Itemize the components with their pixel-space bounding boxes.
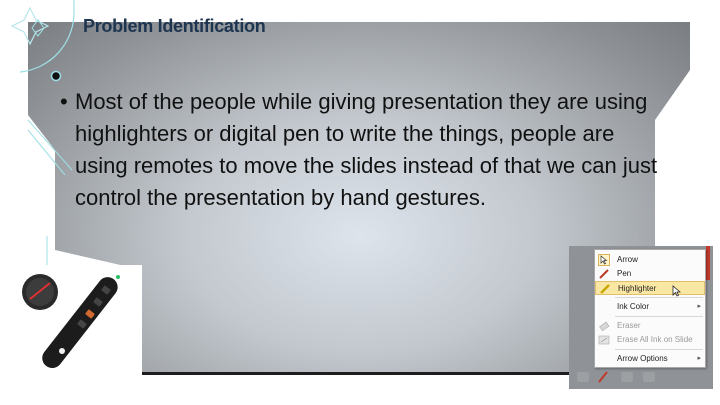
menu-item-label: Pen [617, 269, 632, 278]
menu-separator [615, 349, 703, 350]
erase-all-icon [598, 335, 610, 345]
submenu-arrow-icon: ▸ [697, 303, 701, 310]
bullet-text: Most of the people while giving presenta… [75, 89, 658, 210]
ink-context-menu: Arrow Pen Highlighter Ink Color ▸ Eraser… [594, 249, 706, 368]
menu-item-label: Ink Color [617, 302, 650, 311]
cursor-arrow-icon [598, 254, 610, 266]
menu-item-arrow-options[interactable]: Arrow Options ▸ [595, 352, 705, 366]
menu-separator [615, 297, 703, 298]
pen-icon [599, 269, 609, 279]
mouse-pointer-icon [672, 285, 681, 297]
ink-menu-screenshot: Arrow Pen Highlighter Ink Color ▸ Eraser… [569, 246, 713, 389]
menu-item-erase-all[interactable]: Erase All Ink on Slide [595, 333, 705, 347]
submenu-arrow-icon: ▸ [697, 355, 701, 362]
menu-item-eraser[interactable]: Eraser [595, 319, 705, 333]
eraser-icon [599, 321, 610, 332]
slide-title: Problem Identification [83, 16, 266, 36]
slideshow-toolbar [569, 367, 713, 387]
remote-illustration [22, 274, 120, 369]
next-slide-icon[interactable] [643, 372, 655, 382]
remote-button-white [59, 348, 65, 354]
menu-item-label: Arrow Options [617, 354, 668, 363]
pen-tool-icon[interactable] [597, 370, 609, 384]
menu-item-arrow[interactable]: Arrow [595, 253, 705, 267]
menu-item-label: Eraser [617, 321, 641, 330]
menu-item-ink-color[interactable]: Ink Color ▸ [595, 300, 705, 314]
laser-beam [29, 282, 51, 300]
remote-led [116, 275, 120, 279]
menu-item-highlighter[interactable]: Highlighter [595, 281, 705, 297]
menu-item-label: Arrow [617, 255, 638, 264]
menu-item-pen[interactable]: Pen [595, 267, 705, 281]
presenter-remote-image [22, 265, 142, 390]
slide-edge-red [706, 246, 710, 280]
menu-item-label: Highlighter [618, 284, 657, 293]
menu-separator [615, 316, 703, 317]
menu-item-label: Erase All Ink on Slide [617, 335, 693, 344]
slide-menu-icon[interactable] [621, 372, 633, 382]
previous-slide-icon[interactable] [577, 372, 589, 382]
slide-bottom-rule [142, 372, 572, 375]
highlighter-icon [600, 284, 610, 294]
bullet-dot: • [60, 89, 68, 114]
